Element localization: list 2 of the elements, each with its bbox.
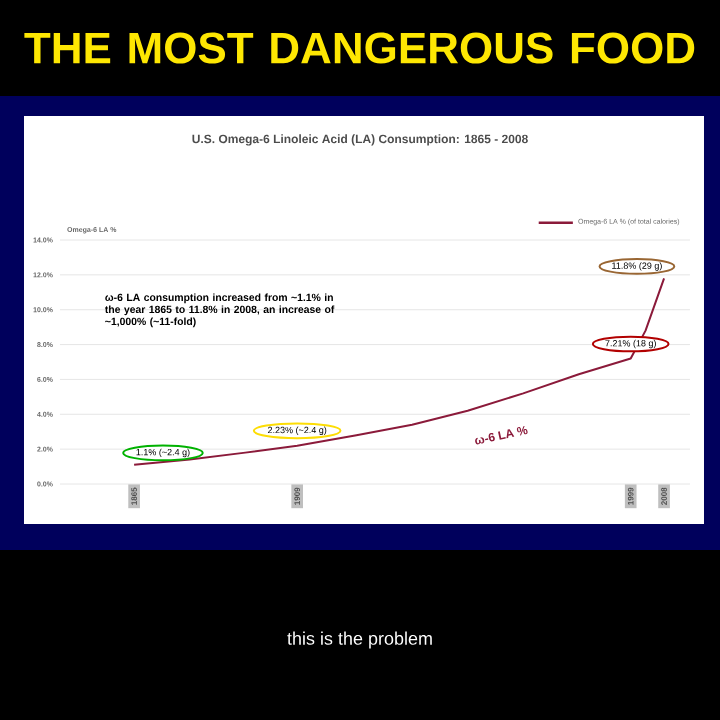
text: this is the problem [287,631,432,649]
chart-title: THE MOST DANGEROUS FOOD [24,32,695,64]
